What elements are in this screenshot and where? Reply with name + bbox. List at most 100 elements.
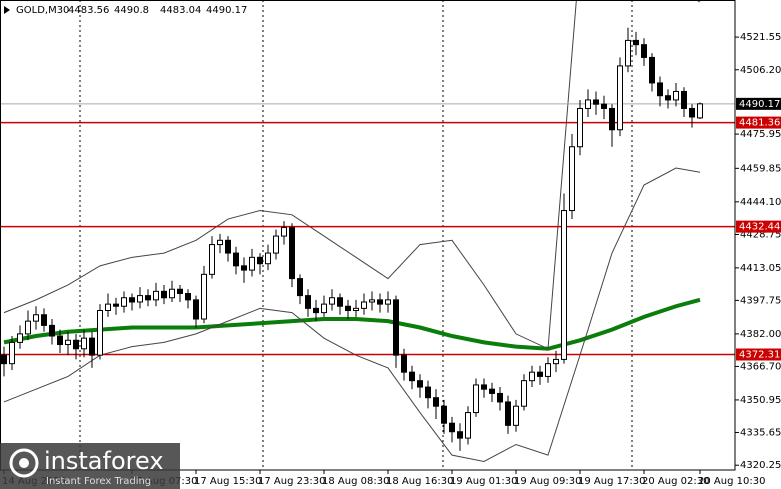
x-tick-label: 18 Aug 08:30	[322, 476, 389, 487]
level-label-box	[736, 348, 781, 361]
candle-body	[529, 371, 535, 382]
candle-body	[209, 244, 215, 275]
candle-body	[425, 386, 431, 399]
candle-body	[665, 95, 671, 101]
candle-body	[353, 307, 359, 311]
candle-body	[521, 380, 527, 407]
y-tick-label: 4320.25	[740, 460, 781, 471]
y-tick-label: 4521.55	[740, 32, 781, 43]
candle-body	[649, 56, 655, 84]
candle-body	[601, 103, 607, 109]
level-label: 4372.31	[739, 349, 780, 360]
candle-body	[321, 303, 327, 314]
candle-body	[697, 103, 703, 119]
x-tick-label: 17 Aug 15:30	[194, 476, 261, 487]
candle-body	[177, 288, 183, 294]
candle-body	[97, 309, 103, 356]
candle-body	[513, 405, 519, 426]
candle-body	[297, 278, 303, 297]
header: GOLD,M30 4483.56 4490.8 4483.04 4490.17	[4, 5, 247, 16]
candle-body	[41, 314, 47, 326]
candle-body	[57, 335, 63, 346]
candle-body	[217, 239, 223, 246]
candle-body	[313, 307, 319, 314]
candle-body	[145, 295, 151, 301]
candle-body	[585, 99, 591, 109]
y-tick-label: 4350.95	[740, 395, 781, 406]
candle-body	[201, 273, 207, 320]
watermark-logo-center	[19, 458, 29, 468]
y-tick-label: 4382.00	[740, 329, 781, 340]
candle-body	[337, 297, 343, 307]
candle-body	[625, 39, 631, 67]
candle-body	[593, 99, 599, 105]
candle-body	[505, 401, 511, 426]
candle-body	[577, 107, 583, 148]
header-high: 4490.8	[114, 5, 149, 16]
candle-body	[673, 90, 679, 101]
candle-body	[497, 392, 503, 403]
candle-body	[681, 90, 687, 109]
candle-body	[385, 299, 391, 305]
x-tick-label: 19 Aug 01:30	[450, 476, 517, 487]
x-tick-label: 17 Aug 23:30	[258, 476, 325, 487]
candle-body	[433, 397, 439, 407]
candle-body	[617, 65, 623, 131]
candle-body	[489, 388, 495, 394]
candle-body	[689, 107, 695, 118]
watermark-brand: instaforex	[44, 447, 164, 475]
x-tick-label: 18 Aug 16:30	[386, 476, 453, 487]
y-tick-label: 4506.20	[740, 65, 781, 76]
level-label-box	[736, 220, 781, 233]
candle-body	[81, 337, 87, 350]
candle-body	[641, 44, 647, 58]
candle-body	[441, 405, 447, 424]
candle-body	[289, 227, 295, 280]
candle-body	[33, 314, 39, 322]
bollinger-band	[3, 0, 701, 350]
candle-body	[17, 333, 23, 343]
candle-body	[369, 299, 375, 303]
y-tick-label: 4335.65	[740, 427, 781, 438]
candle-body	[193, 299, 199, 320]
candle-body	[249, 256, 255, 271]
candle-body	[161, 290, 167, 299]
candle-body	[89, 337, 95, 356]
level-label: 4481.36	[739, 118, 780, 129]
candle-body	[561, 210, 567, 360]
candle-body	[121, 297, 127, 307]
y-tick-label: 4397.75	[740, 295, 781, 306]
watermark-logo	[9, 448, 39, 478]
candle-body	[553, 358, 559, 365]
candle-body	[633, 39, 639, 46]
candle-body	[9, 341, 15, 365]
candle-body	[537, 371, 543, 377]
header-open: 4483.56	[68, 5, 109, 16]
y-tick-label: 4428.75	[740, 229, 781, 240]
candle-body	[265, 252, 271, 265]
candle-body	[169, 288, 175, 299]
candle-body	[473, 384, 479, 414]
candle-body	[1, 354, 7, 365]
last-price-box	[736, 97, 781, 110]
y-tick-label: 4475.95	[740, 129, 781, 140]
candle-body	[569, 146, 575, 212]
candle-body	[305, 295, 311, 309]
x-tick-label: 19 Aug 09:30	[514, 476, 581, 487]
candle-body	[449, 422, 455, 433]
y-tick-label: 4444.10	[740, 197, 781, 208]
moving-average	[3, 297, 701, 351]
candle-body	[233, 252, 239, 267]
candle-body	[281, 227, 287, 237]
header-close: 4490.17	[206, 5, 247, 16]
y-tick-label: 4459.85	[740, 163, 781, 174]
last-price-label: 4490.17	[739, 99, 780, 110]
candle-body	[129, 297, 135, 303]
plot-border	[0, 0, 736, 471]
y-tick-label: 4413.05	[740, 263, 781, 274]
candle-body	[137, 295, 143, 303]
candle-body	[73, 339, 79, 350]
candle-body	[329, 297, 335, 305]
candle-body	[545, 363, 551, 377]
